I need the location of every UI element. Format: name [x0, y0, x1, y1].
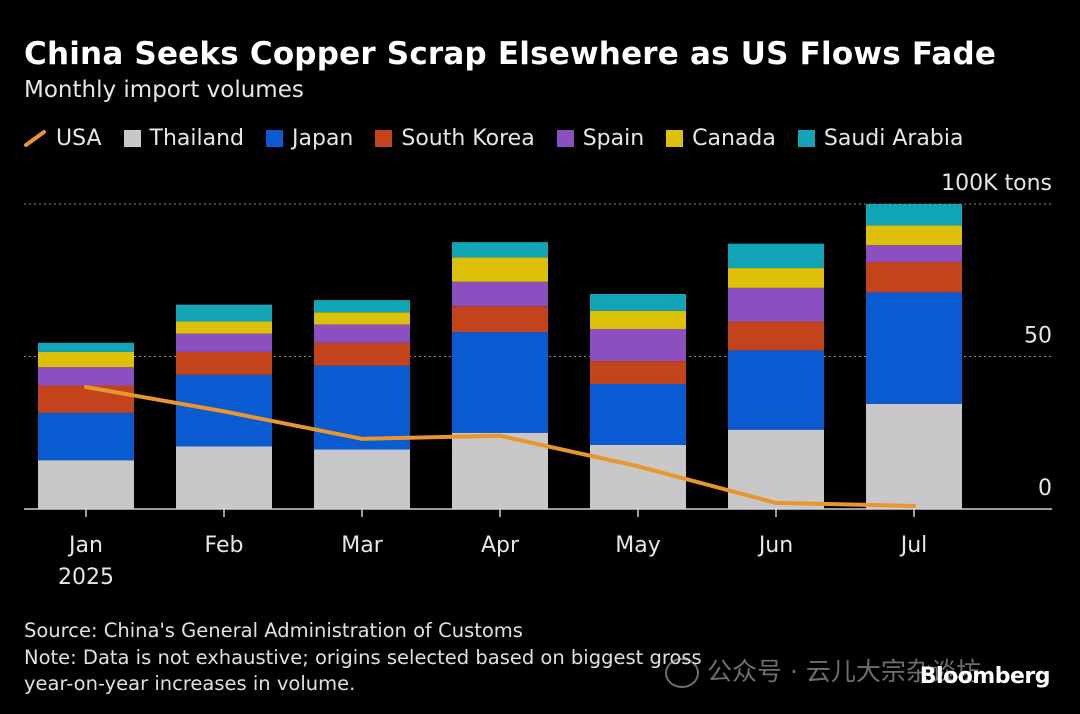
bar-south-korea-jun	[728, 321, 824, 351]
chart-title: China Seeks Copper Scrap Elsewhere as US…	[24, 36, 997, 72]
bar-canada-jun	[728, 268, 824, 288]
legend-item-south-korea: South Korea	[375, 126, 535, 151]
x-tick-label-jan: Jan	[67, 533, 103, 558]
source-note: Source: China's General Administration o…	[24, 619, 523, 642]
legend-swatch-canada	[666, 130, 684, 147]
bar-thailand-may	[590, 444, 686, 509]
legend-swatch-japan	[266, 130, 284, 147]
bar-spain-jan	[38, 367, 134, 386]
bloomberg-logo: Bloomberg	[919, 664, 1051, 689]
legend: USA Thailand Japan South Korea Spain Can…	[24, 126, 985, 151]
watermark: 公众号 · 云儿大宗杂谈坊	[665, 652, 981, 688]
bar-spain-jul	[866, 245, 962, 262]
legend-label-japan: Japan	[292, 126, 354, 151]
y-tick-label-0: 0	[1038, 476, 1052, 501]
bar-saudi-arabia-may	[590, 293, 686, 311]
bar-south-korea-jan	[38, 385, 134, 413]
legend-item-saudi-arabia: Saudi Arabia	[797, 126, 964, 151]
x-year-label: 2025	[58, 565, 114, 590]
bar-japan-may	[590, 383, 686, 445]
legend-label-canada: Canada	[692, 126, 776, 151]
bar-spain-apr	[452, 281, 548, 307]
line-usa	[84, 385, 916, 508]
legend-swatch-saudi-arabia	[797, 130, 815, 147]
x-tick-label-mar: Mar	[341, 533, 383, 558]
bar-thailand-feb	[176, 446, 272, 509]
bar-south-korea-mar	[314, 342, 410, 366]
bar-spain-feb	[176, 333, 272, 352]
legend-label-south-korea: South Korea	[401, 126, 535, 151]
bar-canada-may	[590, 310, 686, 330]
bar-south-korea-feb	[176, 351, 272, 375]
bar-canada-mar	[314, 312, 410, 325]
bar-thailand-jun	[728, 429, 824, 509]
line-legend-icon	[24, 130, 46, 147]
footer: Source: China's General Administration o…	[24, 618, 702, 698]
bar-saudi-arabia-apr	[452, 242, 548, 258]
data-note-line-2: year-on-year increases in volume.	[24, 672, 356, 695]
legend-swatch-spain	[556, 130, 574, 147]
legend-item-canada: Canada	[666, 126, 776, 151]
legend-item-usa: USA	[24, 126, 102, 151]
bar-japan-jul	[866, 292, 962, 404]
legend-item-thailand: Thailand	[123, 126, 245, 151]
bar-saudi-arabia-jun	[728, 243, 824, 269]
bar-saudi-arabia-mar	[314, 300, 410, 313]
bar-thailand-jan	[38, 460, 134, 509]
bar-spain-jun	[728, 287, 824, 322]
bar-saudi-arabia-jul	[866, 204, 962, 226]
bar-spain-may	[590, 329, 686, 362]
bar-canada-feb	[176, 321, 272, 334]
x-tick-label-jun: Jun	[757, 533, 793, 558]
bar-canada-apr	[452, 257, 548, 282]
y-tick-label-100: 100K tons	[941, 171, 1052, 196]
bar-saudi-arabia-jan	[38, 342, 134, 352]
bar-thailand-jul	[866, 403, 962, 509]
legend-label-thailand: Thailand	[149, 126, 245, 151]
bar-japan-apr	[452, 332, 548, 433]
x-tick-label-feb: Feb	[205, 533, 244, 558]
bar-thailand-apr	[452, 432, 548, 509]
watermark-text: 公众号 · 云儿大宗杂谈坊	[707, 657, 981, 686]
chart-subtitle: Monthly import volumes	[24, 77, 304, 103]
bar-south-korea-jul	[866, 261, 962, 293]
y-tick-label-50: 50	[1024, 324, 1052, 349]
data-note-line-1: Note: Data is not exhaustive; origins se…	[24, 645, 702, 669]
legend-item-spain: Spain	[556, 126, 645, 151]
bar-spain-mar	[314, 324, 410, 343]
bar-japan-mar	[314, 365, 410, 450]
wechat-icon	[665, 658, 699, 688]
x-tick-label-apr: Apr	[481, 533, 520, 558]
legend-swatch-thailand	[123, 130, 141, 147]
legend-label-spain: Spain	[582, 126, 645, 151]
bar-canada-jul	[866, 225, 962, 246]
bar-saudi-arabia-feb	[176, 304, 272, 322]
bar-japan-jan	[38, 412, 134, 461]
bar-thailand-mar	[314, 449, 410, 509]
legend-label-saudi-arabia: Saudi Arabia	[823, 126, 964, 151]
bar-south-korea-may	[590, 361, 686, 384]
bar-japan-jun	[728, 350, 824, 430]
bar-south-korea-apr	[452, 306, 548, 333]
x-tick-label-may: May	[615, 533, 660, 558]
bar-canada-jan	[38, 351, 134, 368]
x-tick-label-jul: Jul	[899, 533, 928, 558]
legend-swatch-south-korea	[375, 130, 393, 147]
legend-label-usa: USA	[56, 126, 102, 151]
legend-item-japan: Japan	[266, 126, 353, 151]
